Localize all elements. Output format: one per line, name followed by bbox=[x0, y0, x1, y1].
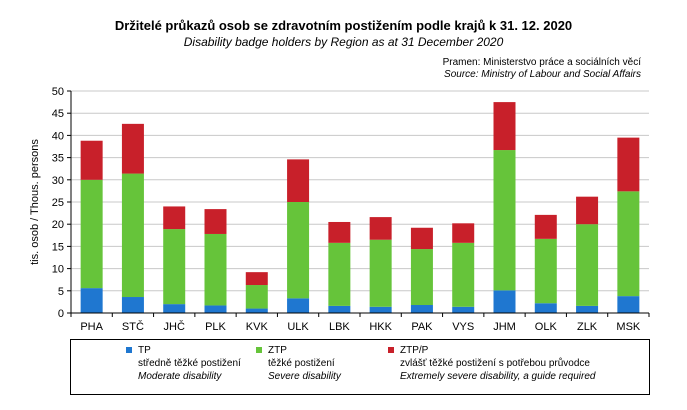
y-tick-label: 5 bbox=[58, 286, 64, 298]
x-tick-label: OLK bbox=[535, 321, 558, 333]
bars bbox=[80, 102, 640, 313]
bar-msk-ztpp bbox=[617, 137, 640, 192]
x-tick-label: JHM bbox=[493, 321, 516, 333]
y-axis: 0 5 10 15 20 25 30 35 40 45 50 bbox=[52, 86, 72, 320]
bar-ulk-ztpp bbox=[287, 159, 310, 202]
legend-ztpp-cz: zvlášť těžké postižení s potřebou průvod… bbox=[400, 358, 590, 369]
bar-kvk-ztp bbox=[245, 285, 268, 309]
x-tick-label: MSK bbox=[616, 321, 641, 333]
bar-msk-tp bbox=[617, 296, 640, 313]
legend-swatch-tp bbox=[126, 347, 132, 353]
bar-jhč-tp bbox=[163, 304, 186, 313]
legend: TP středně těžké postižení Moderate disa… bbox=[70, 339, 650, 395]
bar-stč-ztp bbox=[121, 173, 144, 298]
legend-tp-en: Moderate disability bbox=[138, 371, 222, 382]
y-tick-label: 50 bbox=[52, 86, 64, 98]
bar-vys-ztp bbox=[452, 242, 475, 307]
bar-ulk-ztp bbox=[287, 202, 310, 299]
bar-hkk-ztpp bbox=[369, 217, 392, 240]
bar-pak-tp bbox=[410, 305, 433, 313]
bar-lbk-tp bbox=[328, 305, 351, 313]
bar-chart: 0 5 10 15 20 25 30 35 40 45 50 PHA STČ JHČ PLK KVK ULK L… bbox=[29, 86, 650, 333]
x-tick-label: HKK bbox=[369, 321, 392, 333]
x-tick-label: PAK bbox=[411, 321, 433, 333]
bar-pak-ztpp bbox=[410, 227, 433, 250]
bar-pha-ztp bbox=[80, 179, 103, 289]
bar-jhm-tp bbox=[493, 290, 516, 313]
bar-vys-ztpp bbox=[452, 223, 475, 243]
legend-ztpp-name: ZTP/P bbox=[400, 345, 429, 356]
legend-swatch-ztpp bbox=[388, 347, 394, 353]
x-axis: PHA STČ JHČ PLK KVK ULK LBK HKK PAK VYS JHM OLK ZLK M… bbox=[70, 312, 650, 333]
x-tick-label: PHA bbox=[80, 321, 103, 333]
bar-kvk-ztpp bbox=[245, 272, 268, 286]
legend-tp-name: TP bbox=[138, 345, 151, 356]
x-tick-label: STČ bbox=[122, 320, 144, 333]
bar-olk-ztp bbox=[534, 238, 557, 304]
legend-ztp-cz: těžké postižení bbox=[268, 358, 335, 369]
x-tick-label: PLK bbox=[205, 321, 226, 333]
bar-plk-ztp bbox=[204, 233, 227, 306]
bar-lbk-ztpp bbox=[328, 221, 351, 243]
bar-stč-ztpp bbox=[121, 123, 144, 174]
chart-title: Držitelé průkazů osob se zdravotním post… bbox=[114, 18, 573, 33]
bar-lbk-ztp bbox=[328, 242, 351, 306]
legend-tp-cz: středně těžké postižení bbox=[138, 358, 241, 369]
bar-olk-ztpp bbox=[534, 214, 557, 239]
legend-ztp-name: ZTP bbox=[268, 345, 287, 356]
x-tick-label: VYS bbox=[452, 321, 474, 333]
source-note: Pramen: Ministerstvo práce a sociálních … bbox=[443, 57, 641, 81]
y-tick-label: 40 bbox=[52, 130, 64, 142]
bar-jhm-ztpp bbox=[493, 102, 516, 151]
y-axis-label: tis. osob / Thous. persons bbox=[29, 139, 41, 265]
legend-swatch-ztp bbox=[256, 347, 262, 353]
bar-plk-ztpp bbox=[204, 209, 227, 234]
bar-zlk-ztpp bbox=[576, 196, 599, 225]
bar-zlk-tp bbox=[576, 305, 599, 313]
legend-ztpp-en: Extremely severe disability, a guide req… bbox=[400, 371, 596, 382]
y-tick-label: 0 bbox=[58, 308, 64, 320]
x-tick-label: JHČ bbox=[164, 320, 185, 333]
bar-zlk-ztp bbox=[576, 224, 599, 306]
y-tick-label: 10 bbox=[52, 264, 64, 276]
y-tick-label: 15 bbox=[52, 241, 64, 253]
source-cz: Pramen: Ministerstvo práce a sociálních … bbox=[442, 57, 641, 68]
bar-hkk-tp bbox=[369, 306, 392, 313]
gridlines bbox=[71, 90, 649, 314]
y-tick-label: 30 bbox=[52, 175, 64, 187]
bar-ulk-tp bbox=[287, 298, 310, 313]
chart-subtitle: Disability badge holders by Region as at… bbox=[183, 35, 504, 49]
bar-vys-tp bbox=[452, 306, 475, 313]
legend-ztp-en: Severe disability bbox=[268, 371, 341, 382]
x-tick-label: ULK bbox=[287, 321, 309, 333]
y-tick-label: 20 bbox=[52, 219, 64, 231]
bar-pak-ztp bbox=[410, 249, 433, 306]
bar-pha-tp bbox=[80, 288, 103, 313]
x-tick-label: LBK bbox=[329, 321, 350, 333]
bar-jhm-ztp bbox=[493, 150, 516, 291]
bar-kvk-tp bbox=[245, 308, 268, 313]
bar-msk-ztp bbox=[617, 191, 640, 297]
y-tick-label: 25 bbox=[52, 197, 64, 209]
bar-olk-tp bbox=[534, 303, 557, 313]
x-tick-label: KVK bbox=[246, 321, 269, 333]
y-tick-label: 45 bbox=[52, 108, 64, 120]
bar-stč-tp bbox=[121, 297, 144, 313]
bar-hkk-ztp bbox=[369, 239, 392, 307]
x-tick-label: ZLK bbox=[577, 321, 598, 333]
bar-jhč-ztp bbox=[163, 229, 186, 305]
y-tick-label: 35 bbox=[52, 153, 64, 165]
bar-pha-ztpp bbox=[80, 140, 103, 180]
bar-jhč-ztpp bbox=[163, 206, 186, 230]
source-en: Source: Ministry of Labour and Social Af… bbox=[444, 69, 641, 80]
bar-plk-tp bbox=[204, 305, 227, 313]
